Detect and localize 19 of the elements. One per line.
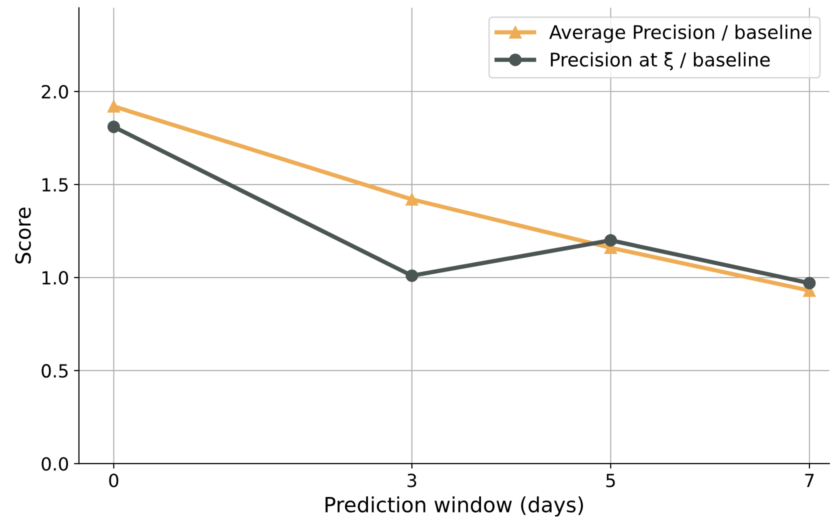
y-tick-label: 2.0: [42, 84, 68, 99]
point: [107, 100, 120, 113]
legend-label: Precision at ξ / baseline: [550, 52, 770, 70]
point: [406, 269, 418, 282]
y-tick-label: 1.5: [42, 178, 68, 192]
x-tick-label: 3: [408, 474, 416, 488]
y-tick-label: 1.0: [42, 271, 68, 285]
point: [604, 234, 617, 247]
x-tick-label: 7: [805, 474, 814, 488]
point: [107, 120, 120, 134]
x-tick-label: 0: [109, 474, 118, 488]
x-tick-label: 5: [606, 474, 615, 488]
legend-label: Average Precision / baseline: [549, 24, 812, 43]
point: [406, 193, 418, 206]
y-axis-title: Score: [15, 208, 31, 264]
y-tick-label: 0.0: [42, 457, 68, 471]
x-axis-title: Prediction window (days): [326, 496, 583, 517]
y-tick-label: 0.5: [42, 364, 68, 378]
point: [803, 276, 816, 290]
